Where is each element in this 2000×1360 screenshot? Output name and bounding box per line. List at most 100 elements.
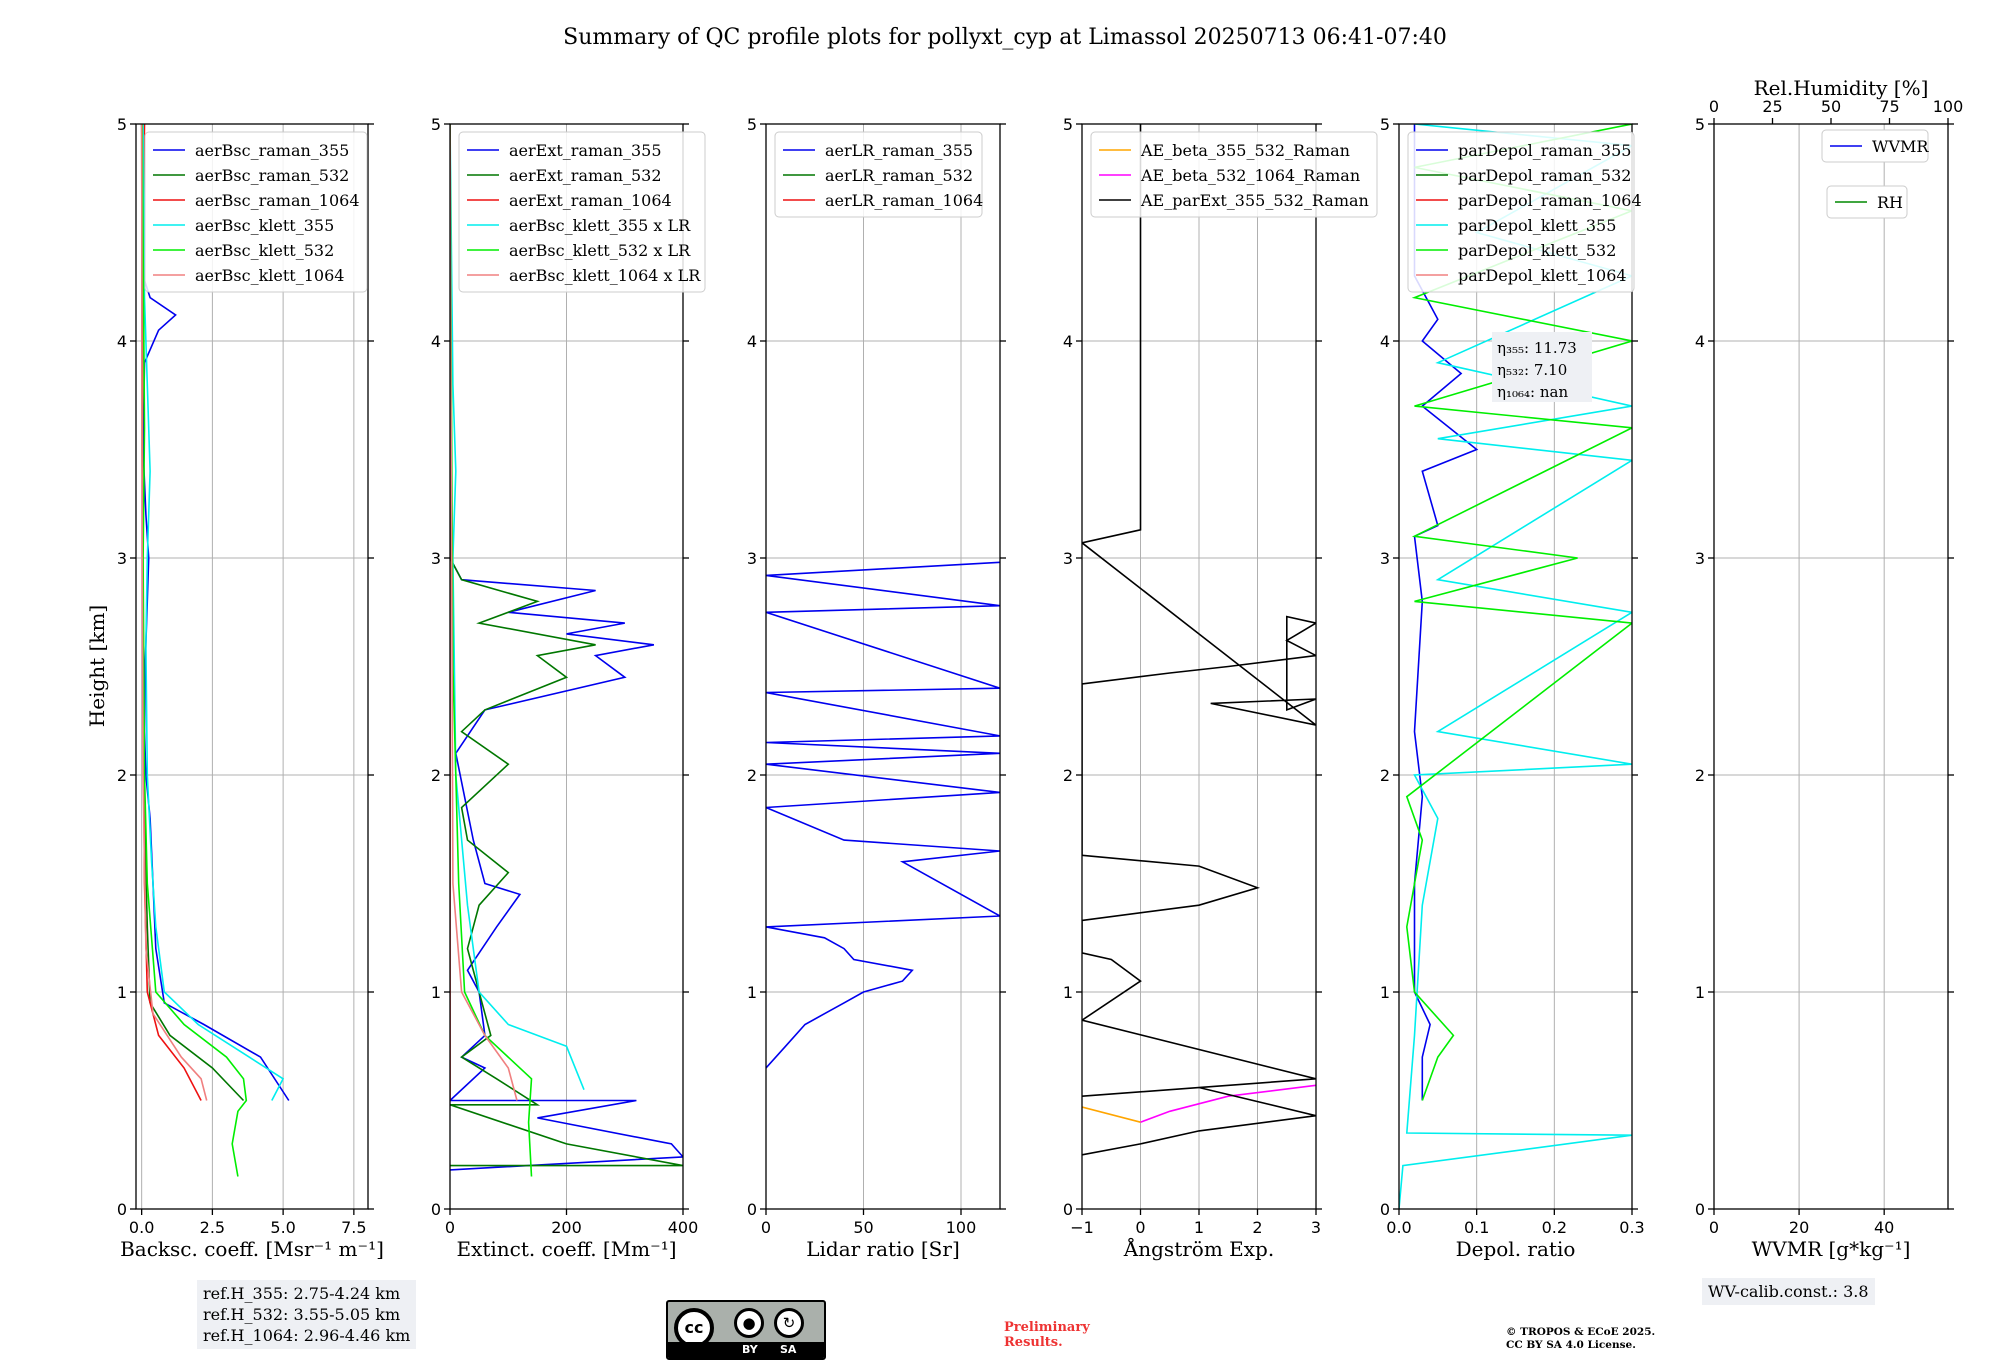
legend-entry: aerExt_raman_1064 — [509, 191, 672, 210]
legend-entry: aerBsc_klett_355 x LR — [509, 216, 691, 235]
y-tick-label: 0 — [1063, 1200, 1073, 1219]
y-tick-label: 3 — [1063, 549, 1073, 568]
x-tick-label: 0 — [761, 1218, 771, 1237]
y-tick-label: 3 — [117, 549, 127, 568]
ref-h-355: ref.H_355: 2.75-4.24 km — [203, 1284, 401, 1303]
y-tick-label: 1 — [431, 983, 441, 1002]
copyright-note: © TROPOS & ECoE 2025. CC BY SA 4.0 Licen… — [1506, 1326, 1656, 1351]
top-x-axis-label: Rel.Humidity [%] — [1754, 76, 1929, 100]
x-tick-label: 200 — [551, 1218, 582, 1237]
y-tick-label: 1 — [1063, 983, 1073, 1002]
annotation-line: η₅₃₂: 7.10 — [1497, 361, 1567, 379]
cc-sa-label: SA — [780, 1343, 797, 1356]
legend-entry: parDepol_klett_532 — [1458, 241, 1616, 260]
legend-entry: parDepol_raman_532 — [1458, 166, 1631, 185]
series-line-aerBsc_klett_532 x LR — [450, 124, 533, 1177]
legend: parDepol_raman_355 parDepol_raman_532 parD… — [1407, 131, 1642, 293]
legend-box — [774, 131, 983, 218]
figure-title: Summary of QC profile plots for pollyxt_… — [563, 25, 1447, 50]
y-tick-label: 4 — [747, 332, 757, 351]
series-line-aerExt_raman_355 — [450, 124, 683, 1171]
top-x-tick-label: 50 — [1821, 97, 1841, 116]
legend-entry: AE_beta_355_532_Raman — [1140, 141, 1350, 160]
y-tick-label: 1 — [1380, 983, 1390, 1002]
series-group — [766, 561, 1000, 1069]
legend-box — [1407, 131, 1635, 293]
x-tick-label: 1 — [1194, 1218, 1204, 1237]
series-line-AE_parExt_355_532_Raman — [1082, 124, 1316, 1156]
legend-box-wvmr — [1821, 129, 1929, 163]
series-line-aerLR_raman_355 — [766, 561, 1000, 1069]
annotation-box — [1492, 332, 1592, 402]
cc-license-badge: cc ● ↻ BY SA — [666, 1300, 826, 1360]
y-tick-label: 4 — [1063, 332, 1073, 351]
series-line-aerBsc_klett_355 x LR — [450, 124, 585, 1090]
y-tick-label: 5 — [117, 115, 127, 134]
top-x-tick-label: 75 — [1879, 97, 1899, 116]
x-tick-label: 100 — [946, 1218, 977, 1237]
y-tick-label: 2 — [1380, 766, 1390, 785]
series-line-aerExt_raman_532 — [450, 124, 683, 1167]
x-axis-label: Extinct. coeff. [Mm⁻¹] — [456, 1237, 676, 1261]
ref-h-532: ref.H_532: 3.55-5.05 km — [203, 1305, 401, 1324]
legend-box — [458, 131, 706, 293]
y-tick-label: 1 — [1695, 983, 1705, 1002]
x-tick-label: 0.2 — [1542, 1218, 1567, 1237]
x-tick-label: 400 — [668, 1218, 699, 1237]
x-axis-label: Backsc. coeff. [Msr⁻¹ m⁻¹] — [120, 1237, 384, 1261]
axes-frame — [765, 123, 1001, 1210]
x-tick-label: 40 — [1874, 1218, 1894, 1237]
y-tick-label: 5 — [1380, 115, 1390, 134]
legend-entry: AE_beta_532_1064_Raman — [1140, 166, 1360, 185]
y-tick-label: 5 — [747, 115, 757, 134]
preliminary-results-note: Preliminary Results. — [1004, 1320, 1090, 1350]
legend-entry: WVMR — [1872, 137, 1929, 156]
x-axis-label: Ångström Exp. — [1123, 1236, 1274, 1261]
series-group — [450, 124, 683, 1177]
y-tick-label: 5 — [431, 115, 441, 134]
x-tick-label: 5.0 — [270, 1218, 295, 1237]
y-tick-label: 0 — [431, 1200, 441, 1219]
legend: aerExt_raman_355 aerExt_raman_532 aerExt_r… — [458, 131, 706, 293]
legend-entry: aerExt_raman_355 — [509, 141, 662, 160]
legend-entry: parDepol_raman_1064 — [1458, 191, 1642, 210]
y-tick-label: 3 — [1380, 549, 1390, 568]
wv-calib-box: WV-calib.const.: 3.8 — [1702, 1278, 1875, 1305]
series-line-AE_beta_532_1064_Raman — [1140, 1084, 1316, 1123]
wv-calib-constant: WV-calib.const.: 3.8 — [1708, 1282, 1869, 1301]
legend-entry: aerBsc_klett_1064 — [195, 266, 344, 285]
series-group — [1082, 124, 1316, 1156]
y-tick-label: 3 — [747, 549, 757, 568]
by-person-icon: ● — [734, 1308, 764, 1338]
y-tick-label: 2 — [747, 766, 757, 785]
y-tick-label: 0 — [1695, 1200, 1705, 1219]
series-group — [140, 124, 290, 1177]
legend: aerLR_raman_355 aerLR_raman_532 aerLR_rama… — [774, 131, 983, 218]
legend-entry: aerLR_raman_1064 — [825, 191, 983, 210]
x-tick-label: 0.1 — [1464, 1218, 1489, 1237]
x-axis-label: Lidar ratio [Sr] — [806, 1237, 960, 1261]
legend-entry: aerBsc_raman_1064 — [195, 191, 360, 210]
annotation-line: η₁₀₆₄: nan — [1497, 383, 1568, 401]
axes-frame — [135, 123, 369, 1210]
legend-entry: aerLR_raman_355 — [825, 141, 973, 160]
legend-entry: aerExt_raman_532 — [509, 166, 662, 185]
x-tick-label: 20 — [1789, 1218, 1809, 1237]
reference-height-box: ref.H_355: 2.75-4.24 km ref.H_532: 3.55-… — [197, 1280, 417, 1349]
y-tick-label: 2 — [1695, 766, 1705, 785]
axes-frame — [1713, 123, 1949, 1210]
sa-share-alike-icon: ↻ — [774, 1308, 804, 1338]
top-x-tick-label: 0 — [1709, 97, 1719, 116]
y-tick-label: 5 — [1063, 115, 1073, 134]
series-line-aerBsc_klett_1064 x LR — [450, 124, 518, 1101]
x-tick-label: 3 — [1311, 1218, 1321, 1237]
y-tick-label: 4 — [1695, 332, 1705, 351]
x-tick-label: 0.3 — [1619, 1218, 1644, 1237]
y-tick-label: 0 — [117, 1200, 127, 1219]
y-tick-label: 0 — [747, 1200, 757, 1219]
y-tick-label: 3 — [1695, 549, 1705, 568]
